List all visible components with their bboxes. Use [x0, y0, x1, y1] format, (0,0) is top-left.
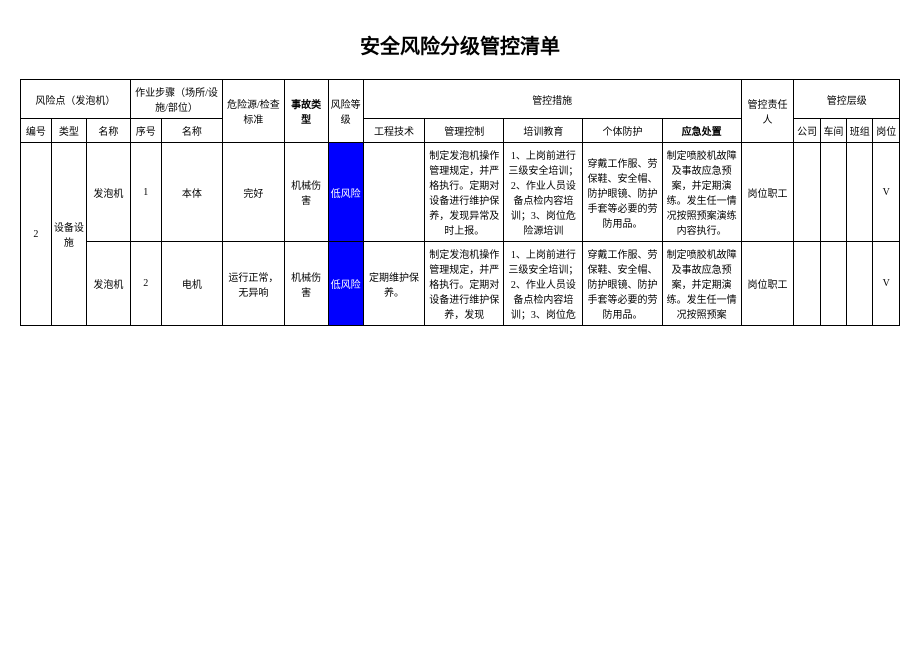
hdr-responsible: 管控责任人 [741, 80, 794, 143]
cell-team [847, 143, 873, 242]
cell-step-name: 电机 [161, 242, 223, 326]
hdr-workshop: 车间 [820, 119, 846, 143]
cell-eng [363, 143, 425, 242]
hdr-hazard: 危险源/检查标准 [223, 80, 285, 143]
header-row-1: 风险点（发泡机） 作业步骤（场所/设施/部位） 危险源/检查标准 事故类型 风险… [21, 80, 900, 119]
cell-seq: 2 [130, 242, 161, 326]
hdr-risk-point: 风险点（发泡机） [21, 80, 131, 119]
hdr-control-level: 管控层级 [794, 80, 900, 119]
cell-ppe: 穿戴工作服、劳保鞋、安全帽、防护眼镜、防护手套等必要的劳防用品。 [583, 143, 662, 242]
cell-mgmt: 制定发泡机操作管理规定，并严格执行。定期对设备进行维护保养，发现 [425, 242, 504, 326]
table-row: 发泡机 2 电机 运行正常，无异响 机械伤害 低风险 定期维护保养。 制定发泡机… [21, 242, 900, 326]
cell-company [794, 143, 820, 242]
cell-risk: 低风险 [328, 242, 363, 326]
hdr-training: 培训教育 [504, 119, 583, 143]
cell-accident: 机械伤害 [284, 143, 328, 242]
hdr-step-name: 名称 [161, 119, 223, 143]
table-row: 2 设备设施 发泡机 1 本体 完好 机械伤害 低风险 制定发泡机操作管理规定，… [21, 143, 900, 242]
cell-mgmt: 制定发泡机操作管理规定，并严格执行。定期对设备进行维护保养，发现异常及时上报。 [425, 143, 504, 242]
cell-training: 1、上岗前进行三级安全培训；2、作业人员设备点检内容培训；3、岗位危险源培训 [504, 143, 583, 242]
cell-name: 发泡机 [86, 143, 130, 242]
cell-risk: 低风险 [328, 143, 363, 242]
cell-accident: 机械伤害 [284, 242, 328, 326]
cell-seq: 1 [130, 143, 161, 242]
page-title: 安全风险分级管控清单 [20, 30, 900, 59]
cell-training: 1、上岗前进行三级安全培训；2、作业人员设备点检内容培训；3、岗位危 [504, 242, 583, 326]
hdr-mgmt: 管理控制 [425, 119, 504, 143]
cell-workshop [820, 143, 846, 242]
hdr-seq: 序号 [130, 119, 161, 143]
cell-eng: 定期维护保养。 [363, 242, 425, 326]
hdr-post: 岗位 [873, 119, 900, 143]
cell-workshop [820, 242, 846, 326]
cell-team [847, 242, 873, 326]
cell-emergency: 制定喷胶机故障及事故应急预案，并定期演练。发生任一情况按照预案 [662, 242, 741, 326]
cell-ppe: 穿戴工作服、劳保鞋、安全帽、防护眼镜、防护手套等必要的劳防用品。 [583, 242, 662, 326]
cell-post: V [873, 242, 900, 326]
risk-control-table: 风险点（发泡机） 作业步骤（场所/设施/部位） 危险源/检查标准 事故类型 风险… [20, 79, 900, 326]
hdr-accident: 事故类型 [284, 80, 328, 143]
hdr-emergency: 应急处置 [662, 119, 741, 143]
cell-responsible: 岗位职工 [741, 242, 794, 326]
cell-id: 2 [21, 143, 52, 326]
hdr-company: 公司 [794, 119, 820, 143]
cell-post: V [873, 143, 900, 242]
hdr-ppe: 个体防护 [583, 119, 662, 143]
hdr-id: 编号 [21, 119, 52, 143]
hdr-risk-level: 风险等级 [328, 80, 363, 143]
cell-type: 设备设施 [51, 143, 86, 326]
hdr-work-step: 作业步骤（场所/设施/部位） [130, 80, 222, 119]
cell-hazard: 完好 [223, 143, 285, 242]
cell-hazard: 运行正常，无异响 [223, 242, 285, 326]
cell-step-name: 本体 [161, 143, 223, 242]
cell-emergency: 制定喷胶机故障及事故应急预案，并定期演练。发生任一情况按照预案演练内容执行。 [662, 143, 741, 242]
hdr-name: 名称 [86, 119, 130, 143]
cell-name: 发泡机 [86, 242, 130, 326]
hdr-measures: 管控措施 [363, 80, 741, 119]
hdr-type: 类型 [51, 119, 86, 143]
hdr-team: 班组 [847, 119, 873, 143]
hdr-eng: 工程技术 [363, 119, 425, 143]
cell-company [794, 242, 820, 326]
cell-responsible: 岗位职工 [741, 143, 794, 242]
